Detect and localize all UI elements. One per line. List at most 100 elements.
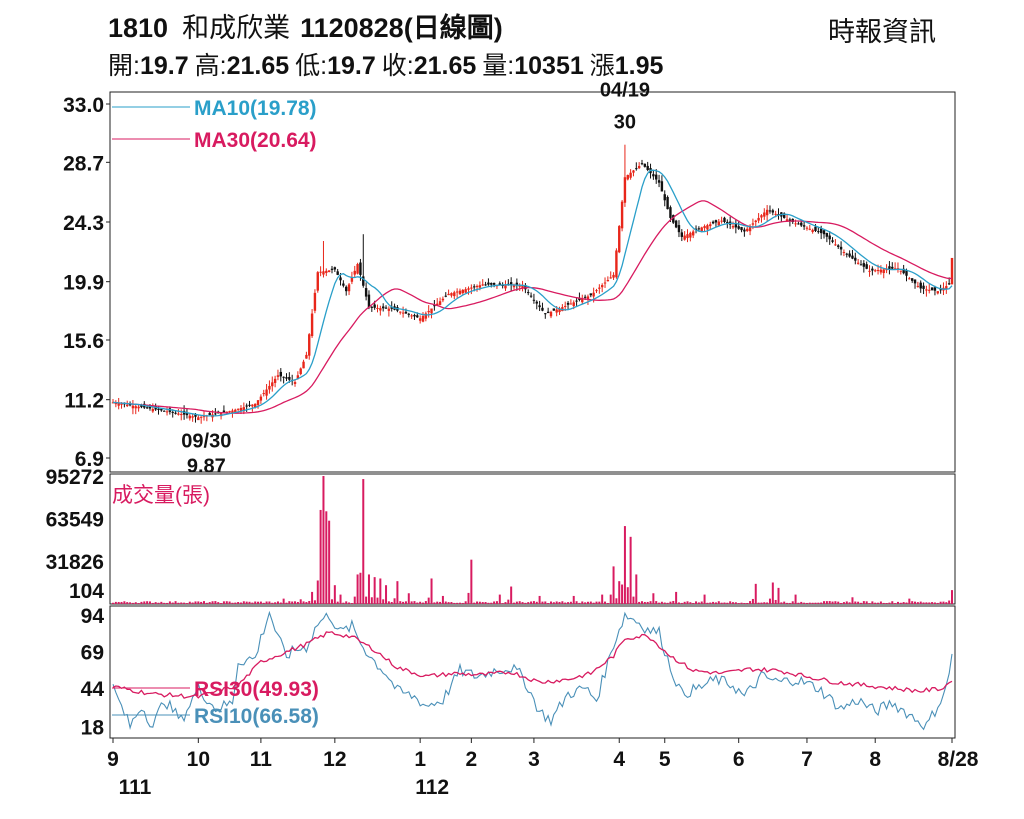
volume-bar bbox=[899, 602, 902, 604]
candlestick bbox=[521, 280, 524, 292]
candle-body bbox=[370, 306, 374, 308]
candlestick bbox=[629, 169, 632, 180]
candle-body bbox=[734, 223, 738, 228]
candlestick bbox=[487, 278, 490, 286]
volume-bar bbox=[908, 598, 911, 604]
volume-bar bbox=[228, 601, 231, 604]
volume-bar bbox=[490, 602, 493, 604]
candlestick bbox=[632, 169, 635, 177]
rsi-tick-label: 69 bbox=[81, 641, 104, 664]
source-label: 時報資訊 bbox=[828, 17, 936, 47]
volume-bar bbox=[120, 601, 123, 604]
candle-body bbox=[757, 217, 760, 221]
volume-bar bbox=[820, 602, 823, 604]
volume-bar bbox=[717, 601, 720, 604]
candlestick bbox=[430, 308, 433, 319]
candle-body bbox=[905, 270, 908, 276]
candlestick bbox=[458, 288, 462, 295]
candlestick bbox=[882, 267, 885, 279]
candle-body bbox=[828, 235, 831, 240]
candle-body bbox=[478, 285, 482, 288]
volume-bar bbox=[450, 602, 453, 604]
candlestick bbox=[492, 282, 496, 288]
candle-body bbox=[236, 408, 240, 410]
volume-bar bbox=[746, 602, 749, 604]
volume-bar bbox=[478, 601, 481, 604]
volume-bar bbox=[464, 601, 467, 604]
volume-bar bbox=[376, 597, 379, 604]
price-panel: 33.0 28.7 24.3 19.9 15.6 11.2 6.9 MA10(19.78) MA… bbox=[63, 80, 956, 478]
candle-body bbox=[822, 230, 826, 235]
volume-bar bbox=[655, 601, 658, 604]
candle-body bbox=[819, 228, 823, 234]
candlestick bbox=[837, 244, 840, 249]
volume-bar bbox=[325, 511, 328, 604]
volume-bar bbox=[751, 598, 754, 604]
candle-body bbox=[760, 215, 763, 218]
candlestick bbox=[683, 231, 686, 241]
volume-bar bbox=[328, 520, 331, 604]
candle-body bbox=[714, 220, 718, 223]
candle-body bbox=[947, 283, 951, 285]
candlestick bbox=[188, 413, 191, 421]
volume-bar bbox=[524, 602, 527, 604]
volume-bar bbox=[157, 602, 160, 604]
candle-body bbox=[689, 232, 692, 238]
candlestick bbox=[310, 309, 314, 338]
candle-body bbox=[234, 409, 237, 413]
candle-body bbox=[765, 209, 769, 216]
candle-body bbox=[808, 228, 811, 230]
volume-bar bbox=[493, 601, 496, 604]
candle-body bbox=[589, 293, 593, 296]
volume-bar bbox=[931, 602, 934, 604]
candle-body bbox=[564, 305, 567, 307]
candlestick bbox=[222, 405, 226, 414]
volume-bar bbox=[652, 593, 655, 604]
volume-bar bbox=[575, 601, 578, 604]
candlestick bbox=[936, 291, 939, 295]
candlestick bbox=[424, 311, 428, 322]
candlestick bbox=[151, 403, 155, 413]
candlestick bbox=[603, 277, 607, 288]
candlestick bbox=[657, 174, 661, 188]
candlestick bbox=[453, 290, 456, 300]
volume-bar bbox=[484, 602, 487, 604]
candlestick bbox=[780, 212, 783, 222]
candlestick bbox=[652, 170, 655, 180]
candlestick bbox=[529, 292, 533, 298]
candle-body bbox=[231, 410, 234, 413]
candlestick bbox=[191, 413, 194, 422]
candlestick bbox=[313, 289, 317, 314]
volume-bar bbox=[504, 602, 507, 604]
volume-bar bbox=[174, 601, 177, 604]
candle-body bbox=[771, 210, 775, 213]
volume-bar bbox=[527, 602, 530, 604]
legend-rsi30: RSI30(49.93) bbox=[194, 678, 319, 701]
x-tick-label: 4 bbox=[613, 748, 625, 771]
volume-bar bbox=[441, 595, 444, 604]
volume-bar bbox=[379, 578, 382, 604]
candlestick bbox=[470, 284, 473, 295]
volume-bar bbox=[726, 602, 729, 604]
candle-body bbox=[612, 274, 615, 278]
volume-bar bbox=[140, 601, 143, 604]
volume-bar bbox=[439, 601, 442, 604]
volume-bar bbox=[200, 601, 203, 604]
candle-body bbox=[774, 213, 777, 215]
x-tick-label: 3 bbox=[528, 748, 540, 771]
volume-bar bbox=[294, 601, 297, 604]
candle-body bbox=[885, 269, 888, 271]
volume-bar bbox=[626, 587, 629, 604]
candlestick bbox=[677, 220, 681, 238]
candle-body bbox=[387, 308, 391, 311]
candle-body bbox=[345, 286, 348, 292]
candle-body bbox=[680, 232, 684, 237]
volume-bar bbox=[348, 602, 351, 604]
candlestick bbox=[544, 313, 547, 319]
candle-body bbox=[910, 278, 914, 281]
candle-body bbox=[814, 226, 817, 231]
candlestick bbox=[859, 260, 863, 266]
candlestick bbox=[763, 208, 766, 220]
candlestick bbox=[691, 229, 695, 239]
volume-bar bbox=[609, 594, 612, 604]
